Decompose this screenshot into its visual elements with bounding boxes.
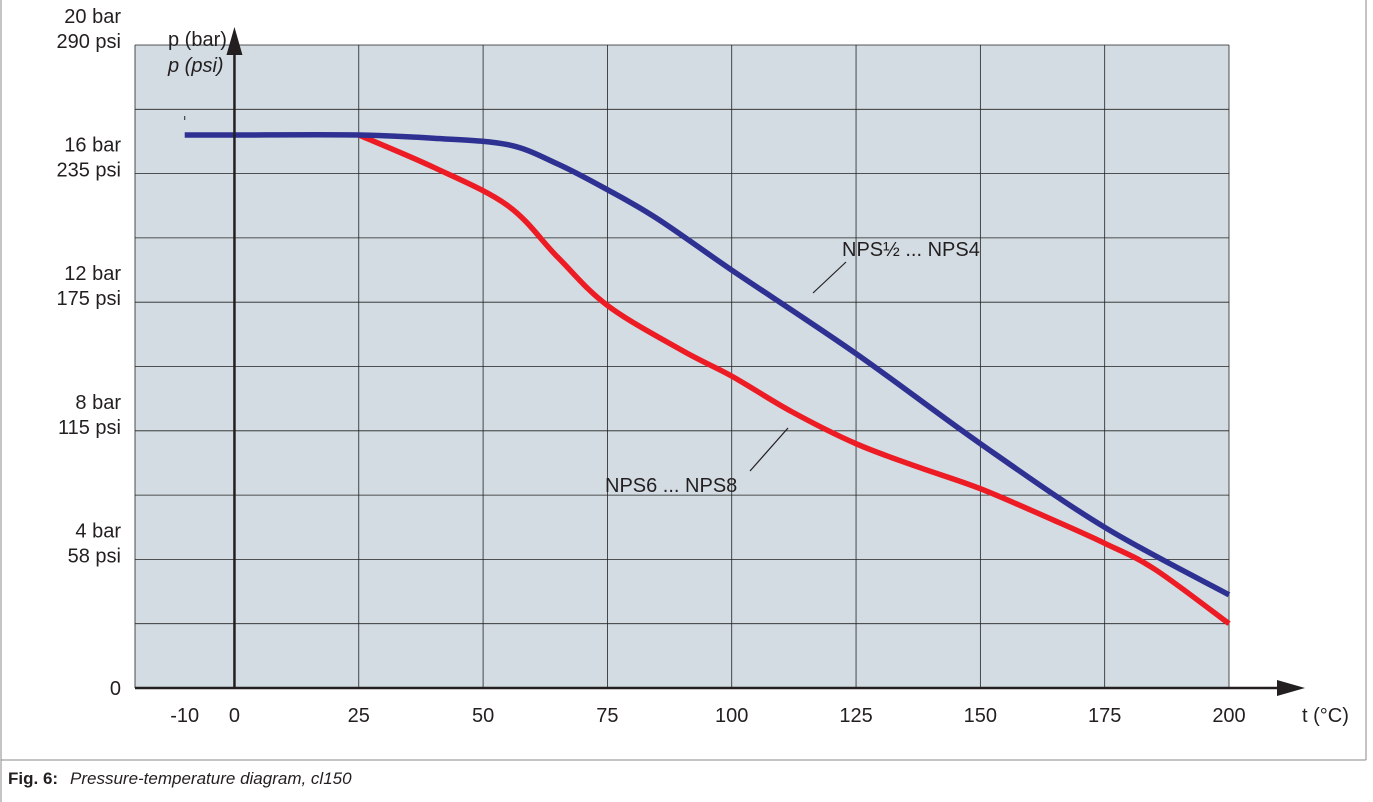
figure-caption: Fig. 6: Pressure-temperature diagram, cl1… (8, 769, 352, 789)
x-tick-label: 25 (348, 705, 370, 727)
y-tick-label: 4 bar (75, 520, 121, 542)
x-tick-label: 100 (715, 705, 748, 727)
tick-labels: -10 0 25 50 75 100 125 150 175 200 0 4 bar 58 psi 8 b… (57, 6, 1246, 727)
y-tick-label: 58 psi (68, 545, 121, 567)
figure-caption-text: Pressure-temperature diagram, cl150 (70, 769, 352, 788)
y-tick-label: 20 bar (64, 6, 121, 28)
y-tick-label: 115 psi (58, 417, 121, 439)
x-tick-label: 75 (596, 705, 618, 727)
x-tick-label: 175 (1088, 705, 1121, 727)
y-tick-label: 12 bar (64, 263, 121, 285)
x-tick-label: -10 (170, 705, 199, 727)
x-tick-label: 50 (472, 705, 494, 727)
x-tick-label: 125 (839, 705, 872, 727)
series-label-red-leader (749, 427, 789, 472)
y-axis-label-bar: p (bar) (168, 29, 227, 51)
x-axis-arrow-icon (1277, 680, 1305, 696)
y-tick-label: 235 psi (57, 160, 122, 182)
y-axis-arrow-icon (226, 27, 243, 55)
y-tick-label: 175 psi (57, 288, 122, 310)
y-tick-label: 0 (110, 678, 121, 700)
axes (135, 27, 1305, 696)
series-layer (184, 116, 1231, 626)
series-line-nps-6-to-8 (357, 132, 1231, 626)
x-tick-label: 200 (1212, 705, 1245, 727)
series-label-red: NPS6 ... NPS8 (605, 475, 737, 497)
x-tick-label: 150 (964, 705, 997, 727)
series-line-nps-half-to-4 (184, 132, 1231, 598)
y-tick-label: 290 psi (57, 31, 122, 53)
x-axis-label: t (°C) (1302, 705, 1349, 727)
series-label-blue-leader (812, 261, 847, 294)
grid (134, 44, 1230, 688)
x-tick-label: 0 (229, 705, 240, 727)
series-label-blue: NPS½ ... NPS4 (842, 239, 980, 261)
figure-number: Fig. 6: (8, 769, 59, 788)
y-axis-label-psi: p (psi) (167, 55, 224, 77)
y-tick-label: 16 bar (64, 135, 121, 157)
y-tick-label: 8 bar (75, 392, 121, 414)
